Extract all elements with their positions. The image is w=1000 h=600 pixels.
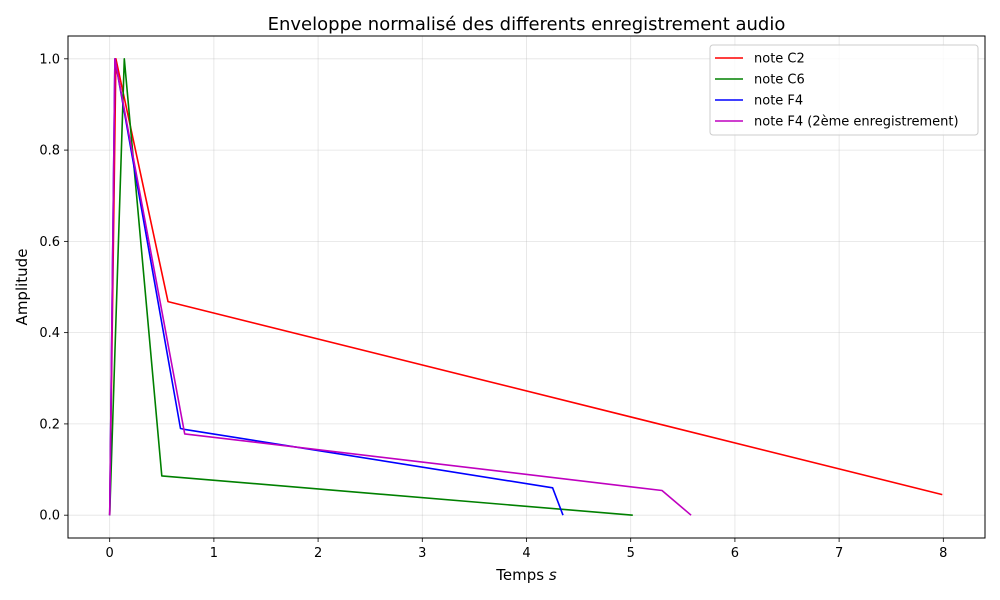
x-tick-label: 4 [522, 546, 530, 561]
y-axis-label: Amplitude [13, 249, 31, 326]
y-tick-label: 1.0 [39, 52, 60, 67]
x-axis-ticks: 0 1 2 3 4 5 6 7 8 [106, 538, 947, 561]
y-tick-label: 0.6 [39, 235, 60, 250]
grid [68, 36, 985, 538]
legend: note C2 note C6 note F4 note F4 (2ème enreg… [709, 44, 979, 136]
x-tick-label: 3 [418, 546, 426, 561]
x-axis-label: Temps s [495, 566, 557, 584]
y-axis-ticks: 0.0 0.2 0.4 0.6 0.8 1.0 [39, 52, 68, 524]
x-tick-label: 8 [939, 546, 947, 561]
x-tick-label: 0 [106, 546, 114, 561]
legend-label: note F4 (2ème enregistrement) [754, 115, 959, 130]
y-tick-label: 0.8 [39, 144, 60, 159]
x-tick-label: 1 [210, 546, 218, 561]
legend-label: note F4 [754, 94, 803, 109]
y-tick-label: 0.4 [39, 326, 60, 341]
x-tick-label: 2 [314, 546, 322, 561]
chart-title: Enveloppe normalisé des differents enreg… [268, 14, 786, 35]
series-line [108, 57, 692, 516]
legend-label: note C6 [754, 73, 805, 88]
legend-label: note C2 [754, 52, 805, 67]
series-line [108, 57, 633, 516]
x-tick-label: 6 [731, 546, 739, 561]
x-tick-label: 7 [835, 546, 843, 561]
y-tick-label: 0.2 [39, 417, 60, 432]
legend-box [709, 44, 979, 136]
series-lines [108, 57, 943, 516]
y-tick-label: 0.0 [39, 509, 60, 524]
x-tick-label: 5 [627, 546, 635, 561]
series-line [108, 57, 564, 516]
